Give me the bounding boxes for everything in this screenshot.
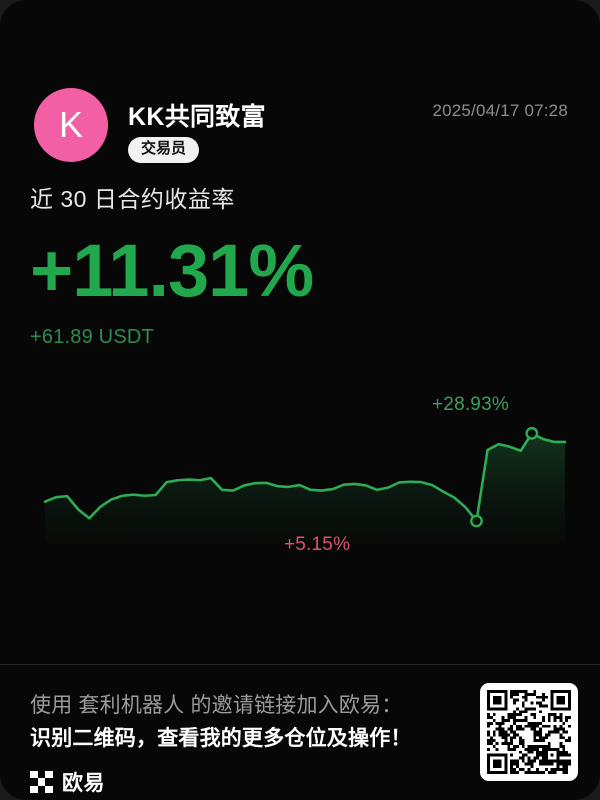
chart-svg (43, 426, 567, 542)
stat-value: +11.31% (30, 229, 314, 312)
avatar: K (34, 88, 108, 162)
chart-min-label: +5.15% (284, 534, 351, 555)
card-footer: 使用 套利机器人 的邀请链接加入欧易： 识别二维码，查看我的更多仓位及操作！ 欧… (0, 665, 600, 800)
trader-name: KK共同致富 (128, 103, 266, 131)
stats-block: 近 30 日合约收益率 +11.31% +61.89 USDT (30, 180, 570, 349)
chart-max-marker (525, 426, 539, 440)
chart-min-marker (470, 514, 483, 528)
card-header: K KK共同致富 交易员 2025/04/17 07:28 (0, 40, 600, 163)
footer-cta-text: 识别二维码，查看我的更多仓位及操作！ (30, 727, 412, 750)
footer-divider (0, 664, 600, 665)
brand-name: 欧易 (62, 772, 105, 795)
stat-label: 近 30 日合约收益率 (30, 186, 235, 212)
trader-role-badge: 交易员 (128, 137, 200, 163)
qr-code-icon[interactable] (480, 683, 578, 781)
okx-logo-icon (30, 770, 53, 794)
brand-lockup: 欧易 (30, 767, 105, 797)
pnl-chart (0, 380, 600, 580)
chart-max-label: +28.93% (432, 394, 509, 415)
qr-code-svg (487, 690, 571, 774)
stat-sub-value: +61.89 USDT (30, 326, 154, 349)
footer-invite-text: 使用 套利机器人 的邀请链接加入欧易： (30, 694, 403, 717)
timestamp: 2025/04/17 07:28 (432, 101, 568, 120)
